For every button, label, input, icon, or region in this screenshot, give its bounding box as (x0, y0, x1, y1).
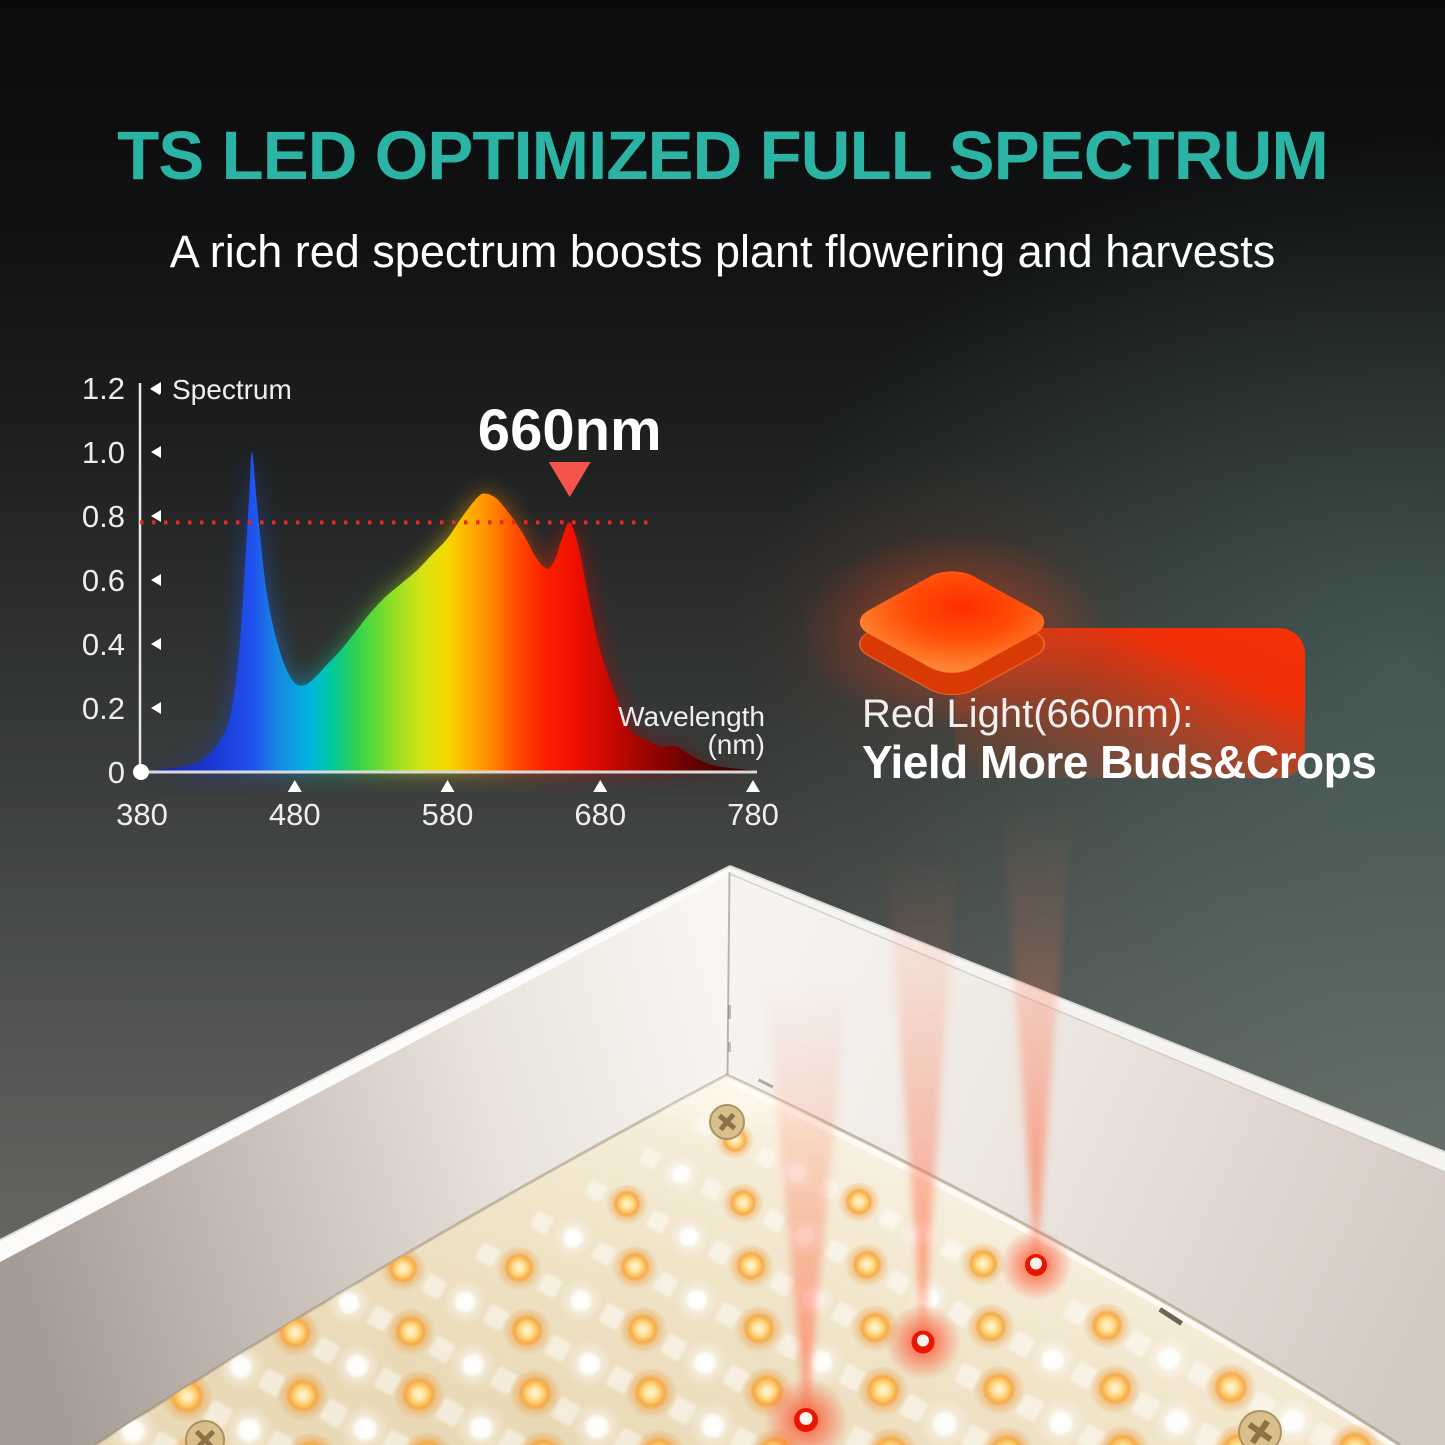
screw-icon (709, 1104, 745, 1140)
grow-light-photo (0, 800, 1445, 1445)
x-axis-ticks: 380 480 580 680 780 (116, 780, 779, 832)
wavelength-marker: 660nm (478, 398, 662, 497)
frame-slot-mark (757, 1078, 774, 1089)
svg-text:1.2: 1.2 (82, 371, 125, 406)
svg-text:680: 680 (574, 797, 626, 832)
page-subtitle: A rich red spectrum boosts plant floweri… (169, 226, 1276, 277)
svg-text:0.2: 0.2 (82, 691, 125, 726)
seam-mark (728, 1005, 731, 1019)
svg-text:0: 0 (108, 755, 125, 790)
screw-icon (1238, 1410, 1282, 1445)
svg-text:580: 580 (422, 797, 474, 832)
frame-left-wall (0, 872, 730, 1445)
red-beam (1001, 800, 1073, 1265)
chip-top-layer (859, 571, 1045, 673)
left-bevel-edge (0, 865, 731, 1241)
seam-mark (728, 1042, 731, 1052)
red-beam (886, 848, 958, 1342)
x-axis-title: Wavelength (nm) (618, 701, 765, 760)
page-title: TS LED OPTIMIZED FULL SPECTRUM (117, 117, 1329, 194)
red-light-beams (765, 800, 1073, 1420)
wavelength-marker-label: 660nm (478, 398, 662, 463)
svg-text:1.0: 1.0 (82, 435, 125, 470)
svg-text:0.4: 0.4 (82, 627, 125, 662)
callout-line1: Red Light(660nm): (862, 692, 1194, 736)
right-bevel-inner-edge (729, 873, 1445, 1173)
down-triangle-icon (548, 462, 591, 497)
y-axis-title-text: Spectrum (172, 374, 292, 405)
svg-text:0.6: 0.6 (82, 563, 125, 598)
callout-line2: Yield More Buds&Crops (862, 735, 1377, 788)
left-arrow-icon (150, 383, 160, 395)
y-axis-title: Spectrum (150, 374, 292, 405)
frame-slot-mark (1158, 1307, 1183, 1326)
axis-origin-dot (133, 764, 149, 780)
red-beam (765, 985, 848, 1420)
x-axis-title-line2: (nm) (707, 729, 765, 760)
red-led-emitters (764, 1229, 1072, 1445)
x-axis-title-line1: Wavelength (618, 701, 765, 732)
spectrum-chart: 1.2 1.0 0.8 0.6 0.4 0.2 0 380 480 580 680 780 Spec… (82, 371, 779, 832)
svg-text:380: 380 (116, 797, 168, 832)
screw-icon (185, 1420, 225, 1445)
svg-text:0.8: 0.8 (82, 499, 125, 534)
spectrum-curve (142, 451, 753, 772)
right-bevel-edge (729, 865, 1445, 1153)
svg-text:780: 780 (727, 797, 779, 832)
red-light-callout: Red Light(660nm): Yield More Buds&Crops (862, 692, 1377, 788)
frame-left-bevel (0, 866, 730, 1262)
led-chip-icon (797, 534, 1107, 730)
frame-corner-seam (726, 871, 731, 1076)
svg-text:480: 480 (269, 797, 321, 832)
